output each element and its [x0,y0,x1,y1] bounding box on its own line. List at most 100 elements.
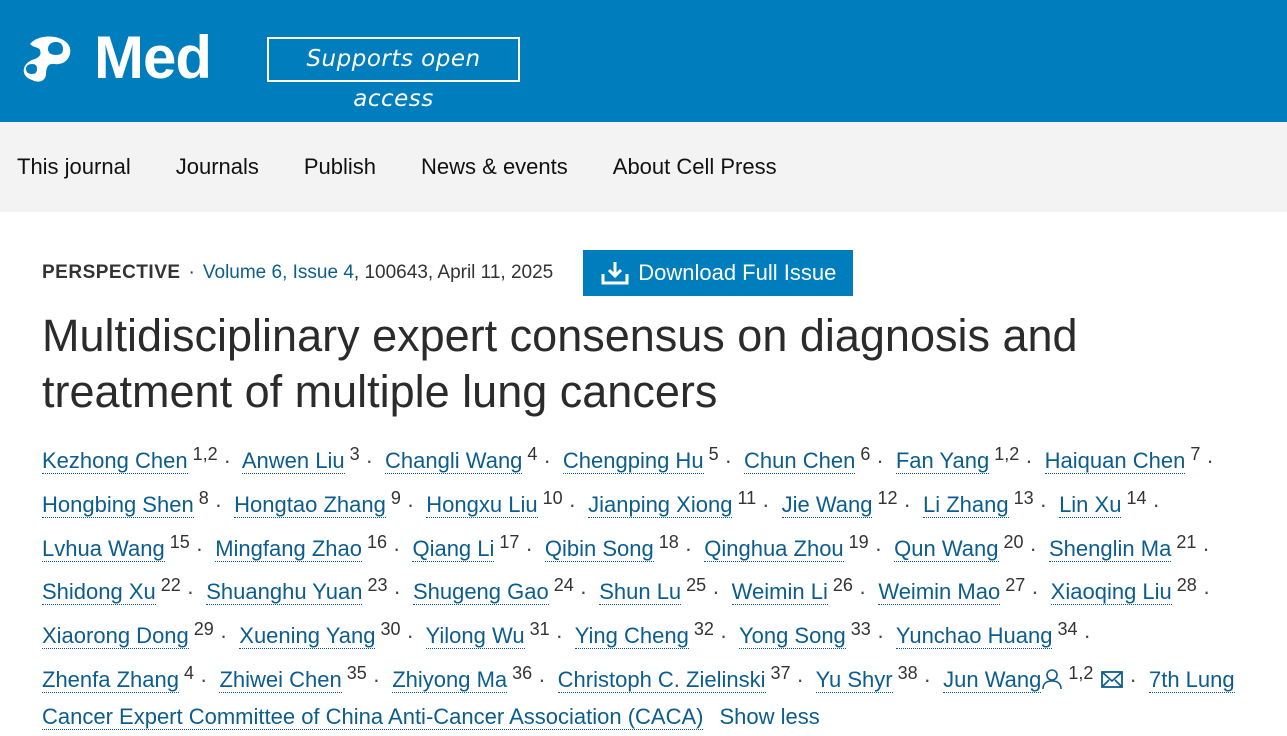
affiliation-sup[interactable]: 12 [877,487,898,508]
affiliation-sup[interactable]: 3 [349,444,360,464]
author-link[interactable]: Hongxu Liu [426,491,538,518]
article-title: Multidisciplinary expert consensus on di… [42,310,1078,417]
affiliation-sup[interactable]: 33 [850,619,871,640]
separator: · [876,448,884,473]
author-link[interactable]: Shidong Xu [42,579,156,606]
affiliation-sup[interactable]: 30 [380,619,401,640]
affiliation-sup[interactable]: 4 [183,662,194,683]
email-icon[interactable] [1100,670,1124,690]
author-link[interactable]: Qibin Song [544,535,654,562]
affiliation-sup[interactable]: 14 [1126,487,1147,508]
author-link[interactable]: Yu Shyr [815,666,893,693]
author-link[interactable]: Lvhua Wang [42,535,165,562]
separator: · [525,535,533,561]
affiliation-sup[interactable]: 29 [193,619,214,640]
affiliation-sup[interactable]: 13 [1013,487,1034,508]
affiliation-sup[interactable]: 16 [366,531,387,552]
affiliation-sup[interactable]: 7 [1190,444,1201,464]
author-link[interactable]: Anwen Liu [241,448,345,474]
download-full-issue-button[interactable]: Download Full Issue [583,250,854,296]
author-link[interactable]: Shugeng Gao [412,579,549,606]
affiliation-sup[interactable]: 1,2 [192,444,218,464]
author-link[interactable]: Xiaorong Dong [42,623,189,650]
affiliation-sup[interactable]: 22 [160,575,181,596]
affiliation-sup[interactable]: 18 [658,531,679,552]
affiliation-sup[interactable]: 25 [686,575,707,596]
nav-publish[interactable]: Publish [303,154,377,179]
nav-this-journal[interactable]: This journal [17,154,131,179]
affiliation-sup[interactable]: 23 [367,575,388,596]
affiliation-sup[interactable]: 4 [527,444,538,464]
author-link[interactable]: Zhenfa Zhang [42,666,179,693]
open-access-badge[interactable]: Supports open access [267,37,520,112]
nav-news-events[interactable]: News & events [421,154,568,179]
author-link[interactable]: Shuanghu Yuan [206,579,363,606]
affiliation-sup[interactable]: 8 [198,487,209,508]
author-link[interactable]: Qun Wang [894,535,999,562]
author-link[interactable]: Yunchao Huang [895,623,1053,650]
author-link[interactable]: Hongbing Shen [42,491,194,518]
author-link[interactable]: Chengping Hu [562,448,704,474]
show-less-button[interactable]: Show less [719,703,820,729]
author-link[interactable]: Yong Song [738,623,846,650]
affiliation-sup[interactable]: 6 [860,444,871,464]
author-link[interactable]: Shun Lu [599,579,682,606]
affiliation-sup[interactable]: 10 [542,487,563,508]
separator: · [214,491,223,517]
author-link[interactable]: Xuening Yang [239,623,376,650]
author-link[interactable]: Jianping Xiong [588,491,733,518]
nav-journals[interactable]: Journals [175,154,259,179]
author-link[interactable]: Christoph C. Zielinski [557,666,766,693]
affiliation-sup[interactable]: 36 [512,662,533,683]
affiliation-sup[interactable]: 28 [1176,575,1197,596]
author-link[interactable]: Jie Wang [781,491,873,518]
author-link[interactable]: Mingfang Zhao [215,535,362,562]
affiliation-sup[interactable]: 27 [1005,575,1026,596]
author-link[interactable]: Qinghua Zhou [704,535,844,562]
affiliation-sup[interactable]: 24 [553,575,574,596]
affiliation-sup[interactable]: 1,2 [994,444,1020,464]
author-link[interactable]: Xiaoqing Liu [1050,579,1172,606]
author-link[interactable]: Changli Wang [385,448,523,474]
article-meta: PERSPECTIVE · Volume 6, Issue 4 , 100643… [42,250,1287,296]
author-link[interactable]: Jun Wang [943,666,1042,693]
author-link[interactable]: Weimin Li [731,579,828,606]
affiliation-sup[interactable]: 20 [1003,531,1024,552]
affiliation-sup[interactable]: 11 [737,487,757,508]
author-link[interactable]: Weimin Mao [878,579,1001,606]
affiliation-sup[interactable]: 31 [529,619,550,640]
affiliation-sup[interactable]: 1,2 [1068,662,1094,683]
affiliation-sup[interactable]: 21 [1176,531,1197,552]
affiliation-sup[interactable]: 9 [390,487,401,508]
affiliation-sup[interactable]: 19 [848,531,869,552]
author-link[interactable]: Yilong Wu [425,623,525,650]
separator: · [406,491,415,517]
author-link[interactable]: Lin Xu [1059,491,1122,518]
separator: · [543,448,551,473]
author-link[interactable]: Kezhong Chen [42,448,188,474]
separator: · [1083,623,1091,649]
affiliation-sup[interactable]: 15 [169,531,190,552]
nav-about-cell-press[interactable]: About Cell Press [612,154,777,179]
affiliation-sup[interactable]: 17 [499,531,520,552]
affiliation-sup[interactable]: 38 [897,662,918,683]
affiliation-sup[interactable]: 37 [770,662,791,683]
med-logo[interactable]: Med [18,28,212,88]
author-link[interactable]: Ying Cheng [574,623,689,650]
author-link[interactable]: Fan Yang [895,448,990,474]
separator: · [200,666,208,692]
affiliation-sup[interactable]: 32 [693,619,714,640]
affiliation-sup[interactable]: 5 [708,444,719,464]
author-link[interactable]: Chun Chen [744,448,856,474]
affiliation-sup[interactable]: 35 [346,662,367,683]
author-link[interactable]: Qiang Li [412,535,495,562]
affiliation-sup[interactable]: 26 [832,575,853,596]
author-link[interactable]: Zhiwei Chen [219,666,342,693]
author-link[interactable]: Zhiyong Ma [392,666,508,693]
volume-link[interactable]: Volume 6, Issue 4 [202,262,354,283]
author-link[interactable]: Shenglin Ma [1049,535,1172,562]
author-link[interactable]: Hongtao Zhang [234,491,386,518]
affiliation-sup[interactable]: 34 [1057,619,1078,640]
author-link[interactable]: Haiquan Chen [1044,448,1186,474]
author-link[interactable]: Li Zhang [922,491,1009,518]
